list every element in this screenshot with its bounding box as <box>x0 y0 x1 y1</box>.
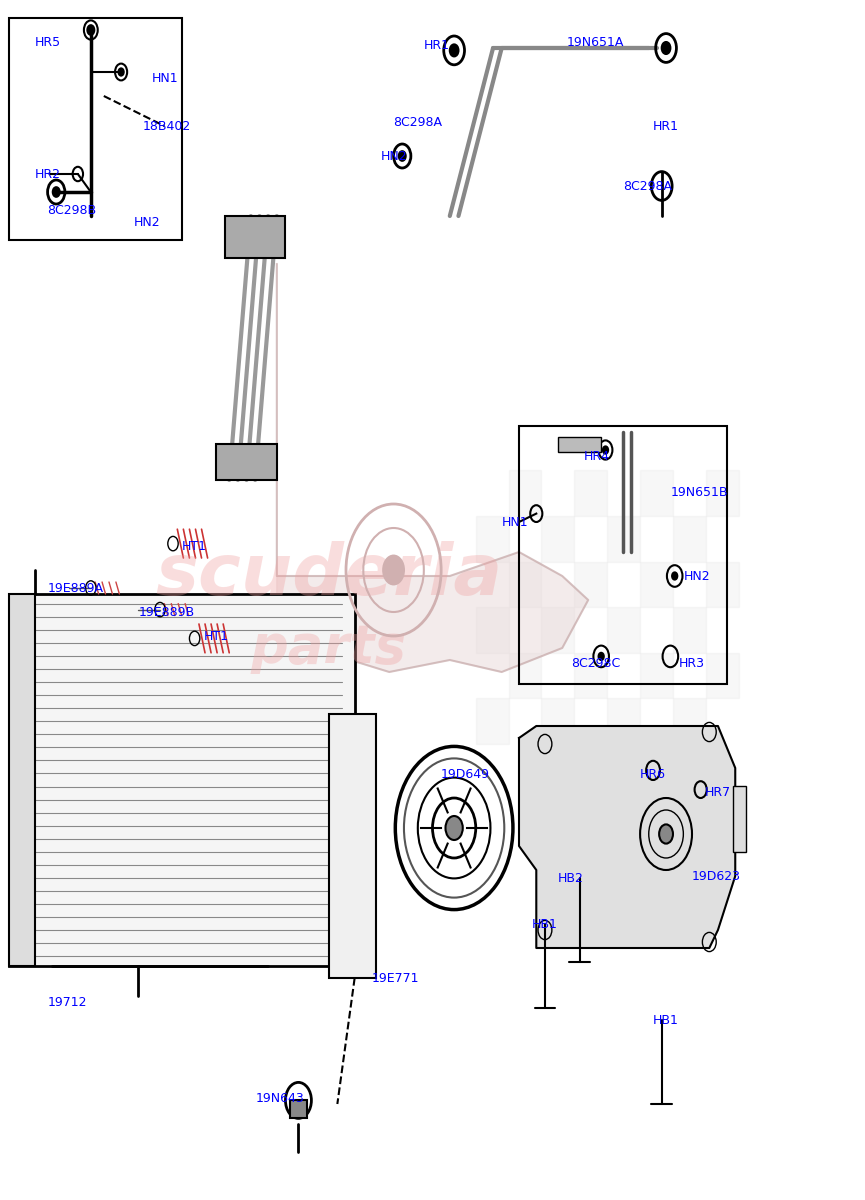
Circle shape <box>603 446 608 454</box>
Text: HN2: HN2 <box>683 570 710 582</box>
Bar <box>574 653 607 698</box>
Bar <box>225 216 285 258</box>
Bar <box>673 516 706 562</box>
Text: scuderia: scuderia <box>155 541 503 611</box>
Circle shape <box>672 572 677 580</box>
Text: HR7: HR7 <box>705 786 731 798</box>
Circle shape <box>87 25 94 35</box>
Circle shape <box>119 68 124 76</box>
Circle shape <box>383 556 404 584</box>
Bar <box>9 594 35 966</box>
Bar <box>673 607 706 653</box>
Text: HT1: HT1 <box>182 540 207 552</box>
Bar <box>558 437 601 452</box>
Bar <box>476 516 509 562</box>
Bar <box>706 470 739 516</box>
Circle shape <box>450 44 458 56</box>
Text: 8C298A: 8C298A <box>394 116 443 128</box>
Text: HR6: HR6 <box>640 768 666 780</box>
Circle shape <box>399 151 406 161</box>
Polygon shape <box>277 264 588 672</box>
Bar <box>607 698 640 744</box>
Text: HR5: HR5 <box>35 36 61 48</box>
Polygon shape <box>519 726 735 948</box>
Text: HN1: HN1 <box>502 516 529 528</box>
Text: 19D623: 19D623 <box>692 870 741 882</box>
Bar <box>509 653 541 698</box>
Bar <box>509 470 541 516</box>
Text: 19E889A: 19E889A <box>48 582 104 594</box>
Text: HB1: HB1 <box>653 1014 679 1026</box>
Bar <box>290 1100 307 1118</box>
Bar <box>640 562 673 607</box>
Bar <box>640 470 673 516</box>
Bar <box>706 562 739 607</box>
Text: HR1: HR1 <box>653 120 679 132</box>
Bar <box>476 607 509 653</box>
Bar <box>9 18 182 240</box>
Circle shape <box>662 42 670 54</box>
Bar <box>574 562 607 607</box>
Bar <box>607 516 640 562</box>
Text: HR1: HR1 <box>424 40 450 52</box>
Bar <box>509 562 541 607</box>
Bar <box>706 653 739 698</box>
Text: 19E889B: 19E889B <box>138 606 195 618</box>
Text: HN1: HN1 <box>151 72 178 84</box>
Bar <box>216 444 277 480</box>
Text: parts: parts <box>251 622 407 674</box>
Bar <box>673 698 706 744</box>
Text: HR2: HR2 <box>35 168 61 180</box>
Circle shape <box>445 816 463 840</box>
Text: 19712: 19712 <box>48 996 87 1008</box>
Bar <box>9 594 355 966</box>
Bar <box>541 698 574 744</box>
Text: 19E771: 19E771 <box>372 972 420 984</box>
Text: 18B402: 18B402 <box>143 120 191 132</box>
Bar <box>519 426 727 684</box>
Bar <box>733 786 746 852</box>
Circle shape <box>53 187 60 197</box>
Text: HR3: HR3 <box>679 658 705 670</box>
Text: HT1: HT1 <box>203 630 228 642</box>
Circle shape <box>599 653 604 660</box>
Text: 19N651A: 19N651A <box>567 36 624 48</box>
Text: 19N643: 19N643 <box>255 1092 304 1104</box>
Bar <box>476 698 509 744</box>
Bar <box>541 516 574 562</box>
Bar <box>329 714 376 978</box>
Text: HB1: HB1 <box>532 918 558 930</box>
Bar <box>640 653 673 698</box>
Text: HN2: HN2 <box>134 216 161 228</box>
Bar <box>574 470 607 516</box>
Text: 19D649: 19D649 <box>441 768 490 780</box>
Text: HN2: HN2 <box>381 150 407 162</box>
Circle shape <box>659 824 673 844</box>
Text: 8C298C: 8C298C <box>571 658 620 670</box>
Text: 8C298B: 8C298B <box>48 204 97 216</box>
Text: 19N651B: 19N651B <box>670 486 727 498</box>
Text: HB2: HB2 <box>558 872 584 884</box>
Text: 8C298A: 8C298A <box>623 180 672 192</box>
Text: HR4: HR4 <box>584 450 610 462</box>
Bar <box>607 607 640 653</box>
Bar <box>541 607 574 653</box>
